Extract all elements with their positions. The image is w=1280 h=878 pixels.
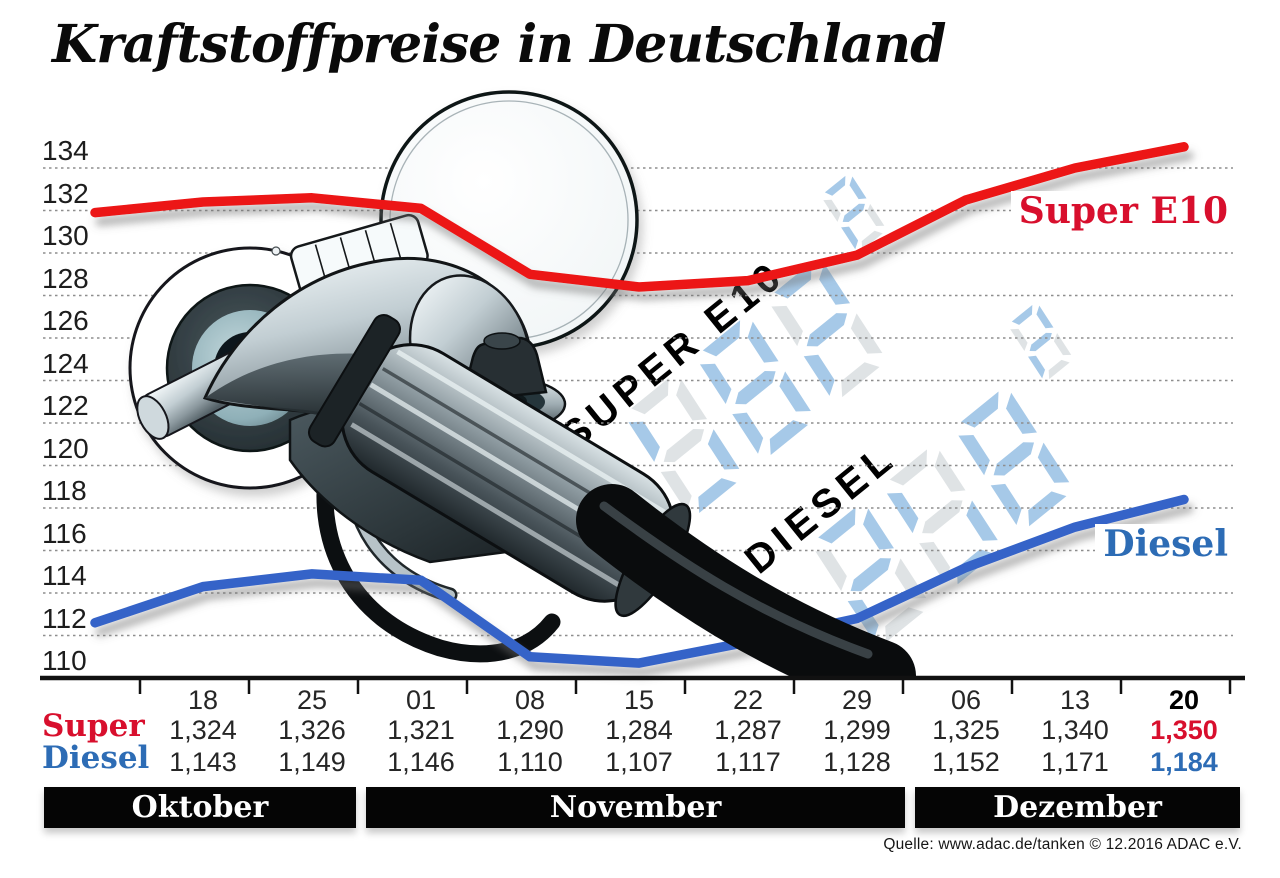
date-label: 08 [514,685,546,715]
month-band-oktober: Oktober [44,787,356,828]
super-value-current: 1,350 [1150,715,1218,745]
diesel-value: 1,107 [605,747,673,777]
y-axis-label: 112 [42,602,87,634]
diesel-value: 1,117 [715,747,781,777]
source-note: Quelle: www.adac.de/tanken © 12.2016 ADA… [883,836,1242,853]
super-value: 1,299 [823,715,891,745]
date-label: 25 [296,685,328,715]
diesel-line [90,494,1189,668]
y-axis-label: 120 [42,432,89,464]
diesel-value: 1,143 [169,747,237,777]
diesel-value: 1,110 [497,747,563,777]
diesel-value: 1,128 [823,747,891,777]
y-axis-label: 118 [42,475,87,506]
super-value: 1,284 [605,715,673,745]
diesel-value: 1,152 [932,747,1000,777]
super-value: 1,340 [1041,715,1109,745]
diesel-value-current: 1,184 [1150,747,1218,777]
super-value: 1,325 [932,715,1000,745]
legend-super-e10: Super E10 [1010,191,1236,231]
date-label-current: 20 [1168,685,1200,715]
ring-screw-small-icon [271,246,281,256]
month-band-dezember: Dezember [915,787,1240,828]
y-axis-label: 116 [42,517,87,549]
y-axis-label: 110 [42,645,87,676]
diesel-row-label: Diesel [42,740,150,776]
diesel-value: 1,146 [387,747,455,777]
page-title: Kraftstoffpreise in Deutschland [52,14,946,75]
date-label: 15 [623,685,655,715]
y-axis-label: 124 [42,347,89,379]
date-label: 13 [1059,685,1091,715]
diesel-value: 1,171 [1041,747,1109,777]
y-axis-label: 134 [42,135,89,166]
fuel-hose [576,484,916,679]
super-e10-line [90,142,1189,292]
date-label: 01 [405,685,437,715]
super-value: 1,326 [278,715,346,745]
date-label: 18 [187,685,219,715]
date-label: 06 [950,685,982,715]
legend-diesel: Diesel [1095,524,1236,564]
super-row-label: Super [42,708,145,744]
date-label: 22 [732,685,764,715]
fuel-nozzle [202,213,916,679]
super-value: 1,321 [387,715,455,745]
super-value: 1,290 [496,715,564,745]
y-axis-label: 114 [42,560,87,591]
y-axis-label: 122 [42,390,89,421]
y-axis-label: 126 [42,305,89,336]
y-axis-label: 128 [42,262,89,294]
y-axis-label: 130 [42,220,89,251]
super-value: 1,287 [714,715,782,745]
y-axis-label: 132 [42,177,89,209]
date-label: 29 [841,685,873,715]
x-axis [40,675,1245,694]
diesel-value: 1,149 [278,747,346,777]
month-band-november: November [366,787,905,828]
super-value: 1,324 [169,715,237,745]
